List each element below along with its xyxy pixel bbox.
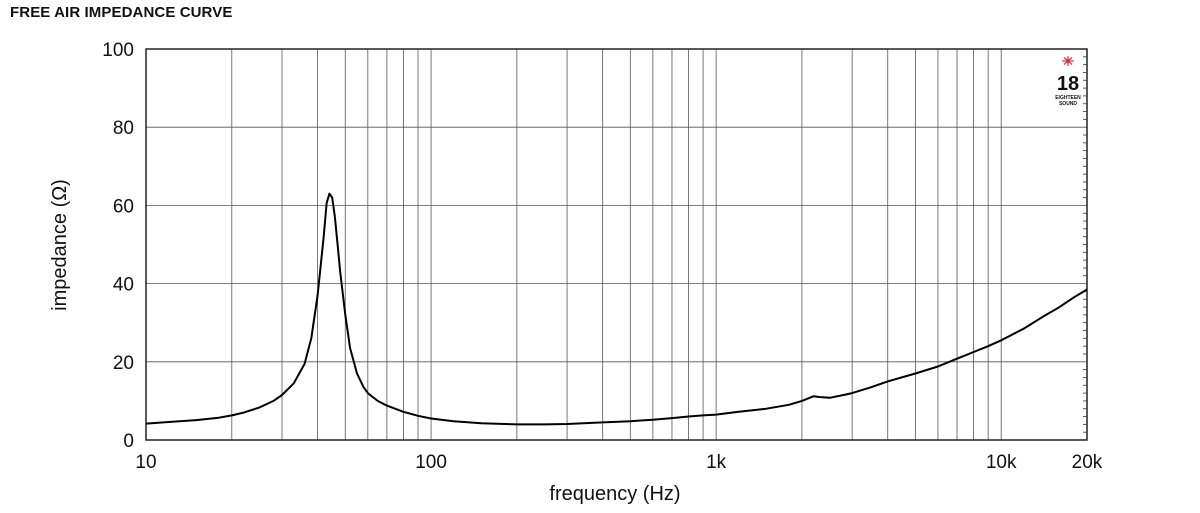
- y-tick-label: 40: [113, 275, 134, 296]
- axis-ticks: 0 20 40 60 80 100 10 100 1k 10k 20k: [102, 40, 1103, 473]
- logo-number: 18: [1057, 73, 1079, 95]
- logo-subtext-1: EIGHTEEN: [1055, 95, 1081, 101]
- x-tick-label: 10k: [986, 452, 1017, 473]
- logo-subtext-2: SOUND: [1059, 101, 1077, 107]
- y-tick-label: 20: [113, 353, 134, 374]
- series-layer: [145, 192, 1088, 426]
- x-tick-label: 1k: [706, 452, 727, 473]
- y-tick-label: 80: [113, 118, 134, 139]
- x-axis-label: frequency (Hz): [549, 483, 680, 505]
- x-tick-label: 10: [135, 452, 156, 473]
- y-axis-label: impedance (Ω): [49, 179, 71, 311]
- plot-frame: [145, 48, 1088, 441]
- y-tick-label: 60: [113, 196, 134, 217]
- page-title: FREE AIR IMPEDANCE CURVE: [10, 4, 233, 21]
- brand-logo: 18 EIGHTEEN SOUND: [1055, 56, 1081, 107]
- x-tick-label: 20k: [1072, 452, 1103, 473]
- y-tick-label: 100: [102, 40, 134, 61]
- impedance-series-line: [145, 192, 1088, 426]
- y-tick-label: 0: [123, 431, 134, 452]
- logo-star-icon: [1062, 56, 1074, 66]
- x-tick-label: 100: [415, 452, 447, 473]
- grid: [146, 49, 1087, 440]
